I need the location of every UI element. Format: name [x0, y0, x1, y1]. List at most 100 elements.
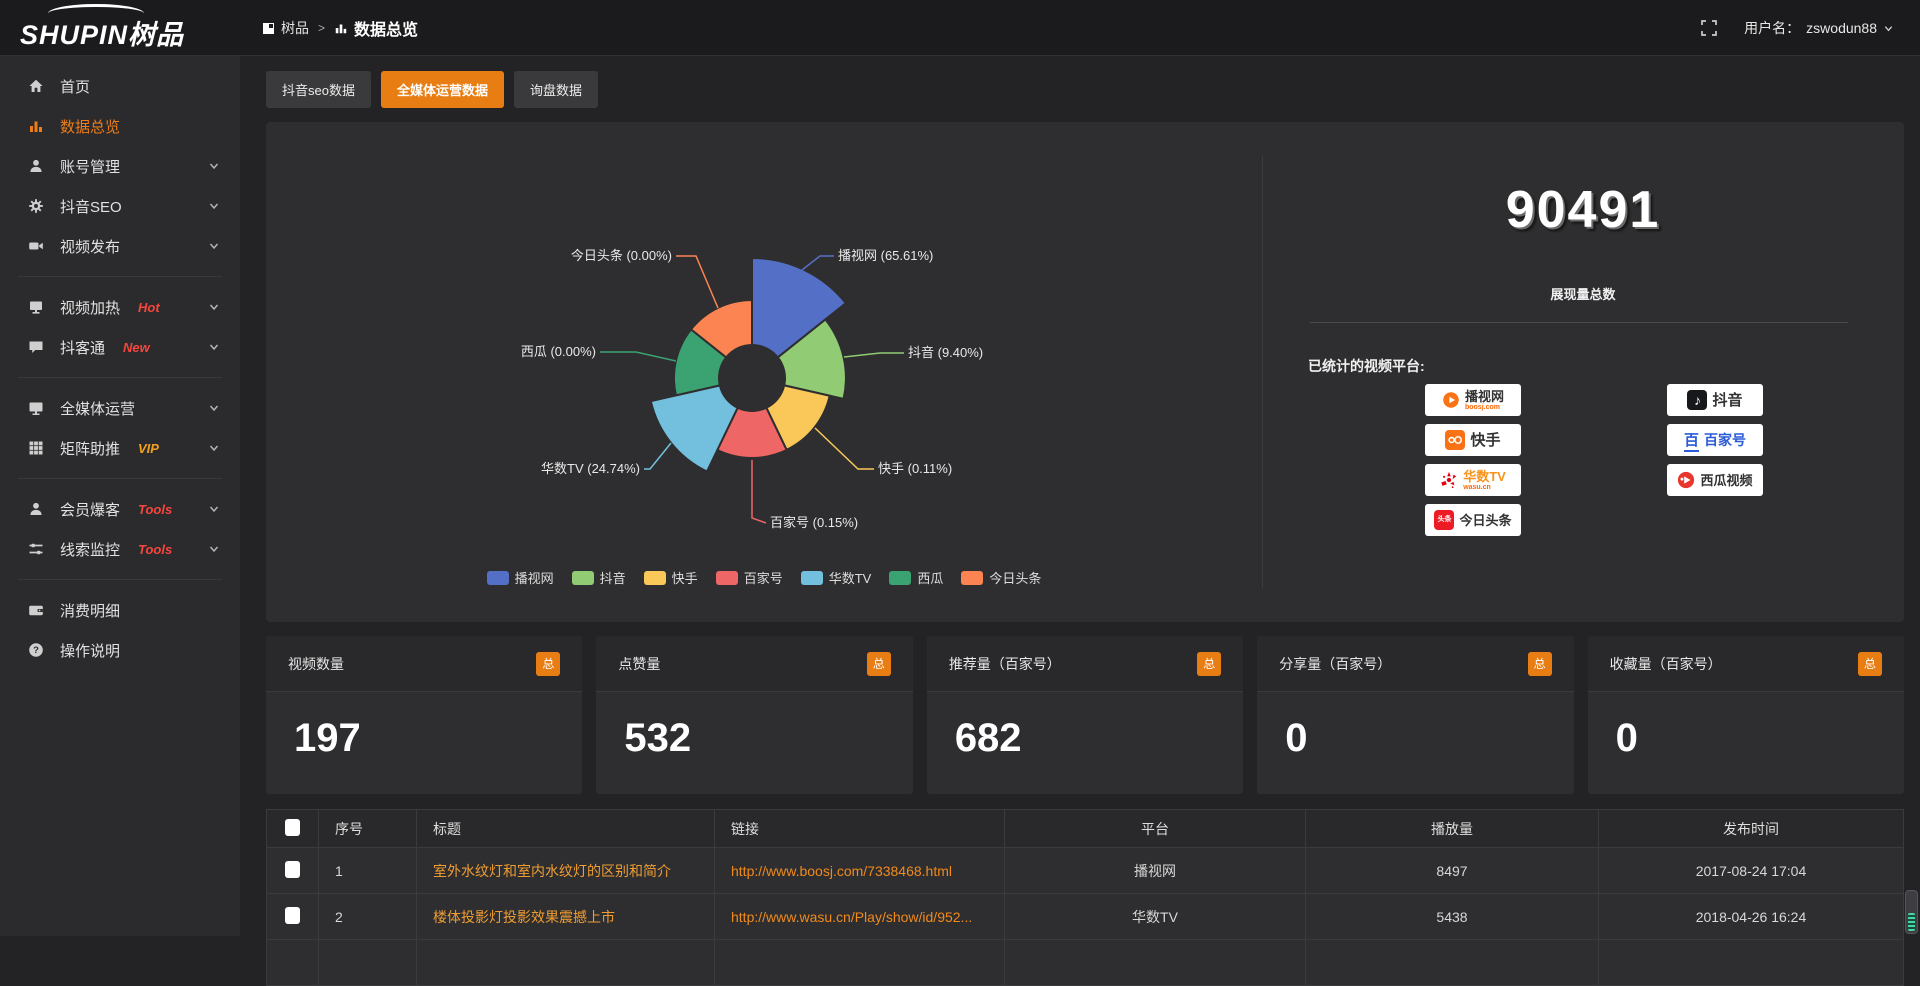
pie-label-xigua: 西瓜 (0.00%) [521, 344, 596, 359]
row-checkbox[interactable] [285, 861, 300, 878]
douyin-logo-icon: ♪ [1687, 390, 1707, 410]
col-plays: 播放量 [1306, 810, 1599, 848]
total-badge[interactable]: 总 [1528, 652, 1552, 676]
sidebar-item-spend-detail[interactable]: 消费明细 [0, 590, 240, 630]
user-icon [28, 158, 44, 174]
legend-item[interactable]: 百家号 [716, 568, 783, 587]
total-badge[interactable]: 总 [536, 652, 560, 676]
chevron-down-icon [208, 543, 220, 555]
cell-title[interactable]: 室外水纹灯和室内水纹灯的区别和简介 [417, 848, 715, 894]
pie-label-toutiao: 今日头条 (0.00%) [571, 248, 672, 263]
total-badge[interactable]: 总 [1197, 652, 1221, 676]
page-scrollbar-thumb[interactable] [1905, 890, 1918, 934]
platform-badge-toutiao[interactable]: 头条 今日头条 [1425, 504, 1521, 536]
pie-label-wasutv: 华数TV (24.74%) [541, 461, 640, 476]
pie-slice-华数TV[interactable] [651, 385, 738, 471]
main-content: 抖音seo数据 全媒体运营数据 询盘数据 播视网 (65.61%) 抖音 (9.… [240, 57, 1920, 936]
gear-icon [28, 198, 44, 214]
summary-divider [1310, 322, 1848, 323]
cell-time: 2017-08-24 17:04 [1599, 848, 1904, 894]
sidebar-item-home[interactable]: 首页 [0, 66, 240, 106]
sidebar-item-video-heat[interactable]: 视频加热 Hot [0, 287, 240, 327]
platform-badge-xigua[interactable]: 西瓜视频 [1667, 464, 1763, 496]
stat-value: 532 [596, 692, 912, 785]
pie-label-boshiwang: 播视网 (65.61%) [838, 248, 933, 263]
table-row: 2 楼体投影灯投影效果震撼上市 http://www.wasu.cn/Play/… [267, 894, 1904, 940]
platform-badge-kuaishou[interactable]: 快手 [1425, 424, 1521, 456]
col-platform: 平台 [1005, 810, 1306, 848]
tools-badge: Tools [138, 542, 172, 557]
select-all-checkbox[interactable] [285, 819, 300, 836]
tab-all-media-data[interactable]: 全媒体运营数据 [381, 71, 504, 108]
chevron-down-icon [208, 200, 220, 212]
stat-value: 197 [266, 692, 582, 785]
hot-badge: Hot [138, 300, 160, 315]
sidebar-divider [18, 478, 222, 479]
sidebar-item-help[interactable]: ? 操作说明 [0, 630, 240, 670]
legend-item[interactable]: 西瓜 [889, 568, 943, 587]
sidebar-item-doketong[interactable]: 抖客通 New [0, 327, 240, 367]
platform-badge-baijiahao[interactable]: 百 百家号 [1667, 424, 1763, 456]
kuaishou-logo-icon [1445, 430, 1465, 450]
fullscreen-icon[interactable] [1700, 19, 1718, 37]
sidebar-item-account-mgmt[interactable]: 账号管理 [0, 146, 240, 186]
new-badge: New [123, 340, 150, 355]
sidebar-item-member-baoke[interactable]: 会员爆客 Tools [0, 489, 240, 529]
sidebar-item-matrix-boost[interactable]: 矩阵助推 VIP [0, 428, 240, 468]
tab-douyin-seo-data[interactable]: 抖音seo数据 [266, 71, 371, 108]
total-badge[interactable]: 总 [867, 652, 891, 676]
bar-chart-icon [28, 118, 44, 134]
chevron-down-icon [208, 402, 220, 414]
tab-inquiry-data[interactable]: 询盘数据 [514, 71, 598, 108]
col-title: 标题 [417, 810, 715, 848]
cell-link[interactable]: http://www.boosj.com/7338468.html [715, 848, 1005, 894]
row-checkbox[interactable] [285, 907, 300, 924]
breadcrumb: 树品 > 数据总览 [262, 0, 418, 56]
chart-legend: 播视网 抖音 快手 百家号 华数TV 西瓜 今日头条 [266, 568, 1262, 587]
chevron-down-icon [1883, 23, 1894, 34]
chat-bubble-icon [28, 339, 44, 355]
sidebar-divider [18, 276, 222, 277]
table-row: 1 室外水纹灯和室内水纹灯的区别和简介 http://www.boosj.com… [267, 848, 1904, 894]
legend-item[interactable]: 华数TV [801, 568, 872, 587]
breadcrumb-root[interactable]: 树品 [262, 18, 309, 38]
platform-badge-douyin[interactable]: ♪ 抖音 [1667, 384, 1763, 416]
breadcrumb-separator: > [318, 21, 325, 35]
username-label: 用户名： [1744, 18, 1800, 38]
stat-card-favorites: 收藏量（百家号）总 0 [1588, 636, 1904, 794]
svg-text:?: ? [33, 645, 39, 656]
sidebar-item-video-publish[interactable]: 视频发布 [0, 226, 240, 266]
legend-item[interactable]: 快手 [644, 568, 698, 587]
boosj-logo-icon [1442, 391, 1460, 409]
pie-slices[interactable] [651, 258, 846, 472]
legend-item[interactable]: 抖音 [572, 568, 626, 587]
top-bar: SHUPIN树品 树品 > 数据总览 用户名：zswodun88 [0, 0, 1920, 56]
legend-item[interactable]: 今日头条 [961, 568, 1041, 587]
total-badge[interactable]: 总 [1858, 652, 1882, 676]
sidebar-item-douyin-seo[interactable]: 抖音SEO [0, 186, 240, 226]
videos-table: 序号 标题 链接 平台 播放量 发布时间 1 室外水纹灯和室内水纹灯的区别和简介… [266, 809, 1904, 986]
col-time: 发布时间 [1599, 810, 1904, 848]
user-menu[interactable]: 用户名：zswodun88 [1744, 18, 1894, 38]
cell-no: 1 [319, 848, 417, 894]
stat-cards: 视频数量总 197 点赞量总 532 推荐量（百家号）总 682 分享量（百家号… [266, 636, 1904, 794]
stat-card-video-count: 视频数量总 197 [266, 636, 582, 794]
data-tabs: 抖音seo数据 全媒体运营数据 询盘数据 [266, 71, 1904, 108]
cell-link[interactable]: http://www.wasu.cn/Play/show/id/952... [715, 894, 1005, 940]
chart-panel: 播视网 (65.61%) 抖音 (9.40%) 快手 (0.11%) 百家号 (… [266, 122, 1904, 622]
chevron-down-icon [208, 442, 220, 454]
col-no: 序号 [319, 810, 417, 848]
impressions-total: 90491 [1262, 180, 1904, 240]
chevron-down-icon [208, 301, 220, 313]
sidebar-item-lead-monitor[interactable]: 线索监控 Tools [0, 529, 240, 569]
cell-title[interactable]: 楼体投影灯投影效果震撼上市 [417, 894, 715, 940]
sidebar-item-all-media[interactable]: 全媒体运营 [0, 388, 240, 428]
cell-time: 2018-04-26 16:24 [1599, 894, 1904, 940]
sidebar-item-data-overview[interactable]: 数据总览 [0, 106, 240, 146]
legend-item[interactable]: 播视网 [487, 568, 554, 587]
grid-icon [28, 440, 44, 456]
question-circle-icon: ? [28, 642, 44, 658]
